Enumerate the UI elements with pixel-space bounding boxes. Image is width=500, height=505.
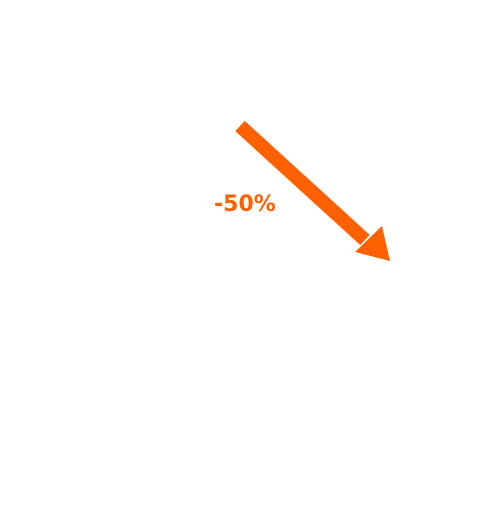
arrow-head	[355, 226, 390, 261]
arrow-shaft	[235, 120, 370, 246]
percentage-label: -50%	[214, 192, 276, 217]
